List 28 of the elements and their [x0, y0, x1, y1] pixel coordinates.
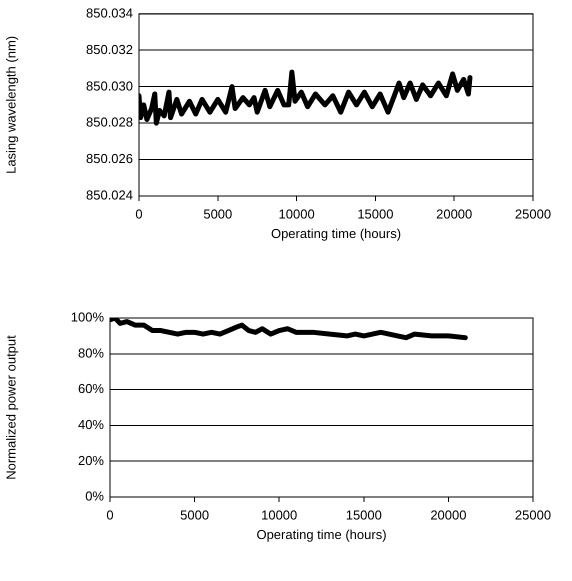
y-axis-title: Lasing wavelength (nm) [3, 36, 18, 174]
x-tick-label: 25000 [514, 507, 552, 522]
x-tick-label: 15000 [346, 507, 382, 522]
x-axis-title: Operating time (hours) [270, 226, 402, 241]
y-tick-label: 850.026 [86, 151, 133, 166]
y-tick-label: 850.034 [86, 5, 133, 20]
y-tick-label: 850.030 [86, 78, 133, 94]
x-tick-label: 5000 [180, 507, 210, 522]
y-axis-title: Normalized power output [3, 334, 18, 480]
x-tick-label: 20000 [430, 507, 466, 522]
y-tick-label: 20% [78, 452, 104, 468]
x-tick-label: 10000 [278, 206, 315, 222]
x-tick-label: 20000 [436, 206, 472, 222]
y-tick-label: 80% [78, 345, 104, 360]
x-tick-label: 10000 [261, 507, 298, 522]
y-tick-label: 850.032 [86, 42, 133, 57]
y-tick-label: 850.028 [86, 114, 133, 130]
y-tick-label: 100% [70, 310, 104, 325]
y-tick-label: 850.024 [86, 188, 133, 203]
y-tick-label: 40% [78, 416, 104, 432]
x-tick-label: 5000 [203, 206, 232, 222]
x-axis-title: Operating time (hours) [256, 526, 387, 542]
y-tick-label: 60% [78, 381, 104, 396]
x-tick-label: 25000 [514, 206, 552, 222]
x-tick-label: 0 [135, 206, 143, 222]
x-tick-label: 0 [106, 507, 114, 522]
x-tick-label: 15000 [357, 206, 394, 222]
y-tick-label: 0% [85, 488, 104, 504]
